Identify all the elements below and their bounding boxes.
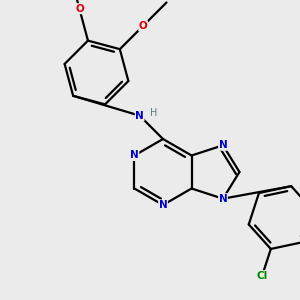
Text: N: N <box>219 194 227 204</box>
Text: N: N <box>130 151 139 160</box>
Text: N: N <box>219 140 227 150</box>
Text: N: N <box>159 200 167 210</box>
Text: N: N <box>135 111 144 121</box>
Text: O: O <box>139 21 148 31</box>
Text: Cl: Cl <box>256 271 268 281</box>
Text: H: H <box>150 108 157 118</box>
Text: O: O <box>75 4 84 14</box>
